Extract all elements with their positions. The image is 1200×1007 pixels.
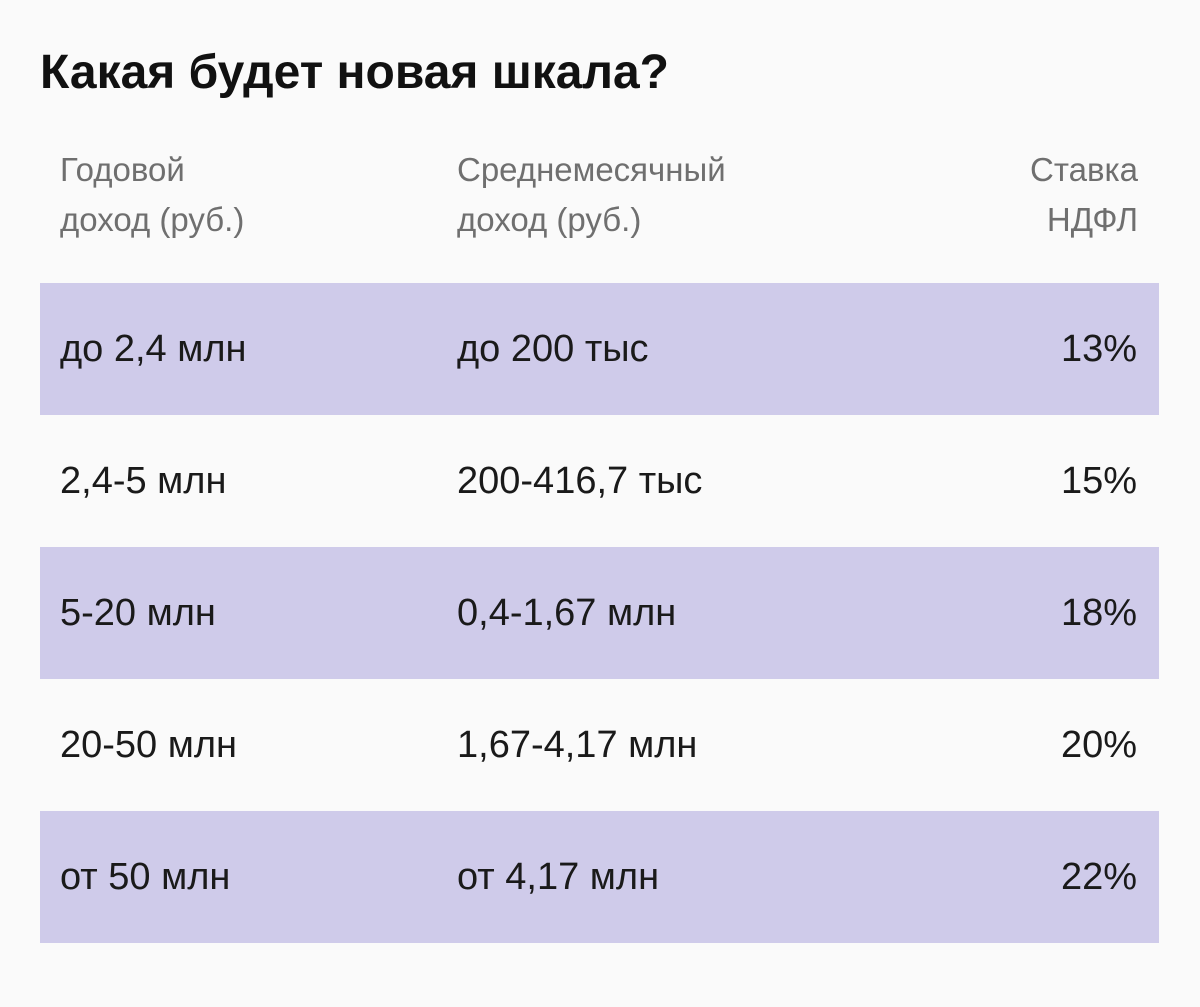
tax-rate-cell: 22% [1060, 856, 1137, 898]
table-row: до 2,4 млн до 200 тыс 13% [40, 283, 1159, 415]
tax-rate-cell: 15% [1060, 460, 1137, 502]
monthly-income-cell: 1,67-4,17 млн [457, 724, 698, 766]
annual-income-cell: до 2,4 млн [60, 328, 247, 370]
monthly-income-cell: от 4,17 млн [457, 856, 660, 898]
annual-income-cell: 20-50 млн [60, 724, 238, 766]
tax-scale-table: до 2,4 млн до 200 тыс 13% 2,4-5 млн 200-… [40, 283, 1159, 943]
monthly-income-cell: до 200 тыс [457, 328, 649, 370]
tax-rate-cell: 18% [1060, 592, 1137, 634]
annual-income-cell: 2,4-5 млн [60, 460, 227, 502]
monthly-income-cell: 0,4-1,67 млн [457, 592, 677, 634]
column-header-monthly-income-line1: Среднемесячный [457, 151, 726, 188]
column-header-monthly-income: Среднемесячный доход (руб.) [457, 145, 726, 245]
table-row: 20-50 млн 1,67-4,17 млн 20% [40, 679, 1159, 811]
column-header-monthly-income-line2: доход (руб.) [457, 201, 642, 238]
annual-income-cell: 5-20 млн [60, 592, 216, 634]
tax-rate-cell: 13% [1060, 328, 1137, 370]
table-row: 2,4-5 млн 200-416,7 тыс 15% [40, 415, 1159, 547]
page-title: Какая будет новая шкала? [40, 46, 669, 99]
table-row: от 50 млн от 4,17 млн 22% [40, 811, 1159, 943]
column-header-tax-rate-line1: Ставка [1030, 151, 1138, 188]
monthly-income-cell: 200-416,7 тыс [457, 460, 703, 502]
column-header-annual-income-line2: доход (руб.) [60, 201, 245, 238]
column-header-tax-rate: Ставка НДФЛ [1030, 145, 1138, 245]
annual-income-cell: от 50 млн [60, 856, 231, 898]
tax-rate-cell: 20% [1060, 724, 1137, 766]
column-header-annual-income-line1: Годовой [60, 151, 185, 188]
table-row: 5-20 млн 0,4-1,67 млн 18% [40, 547, 1159, 679]
column-header-tax-rate-line2: НДФЛ [1046, 201, 1138, 238]
column-header-annual-income: Годовой доход (руб.) [60, 145, 244, 245]
